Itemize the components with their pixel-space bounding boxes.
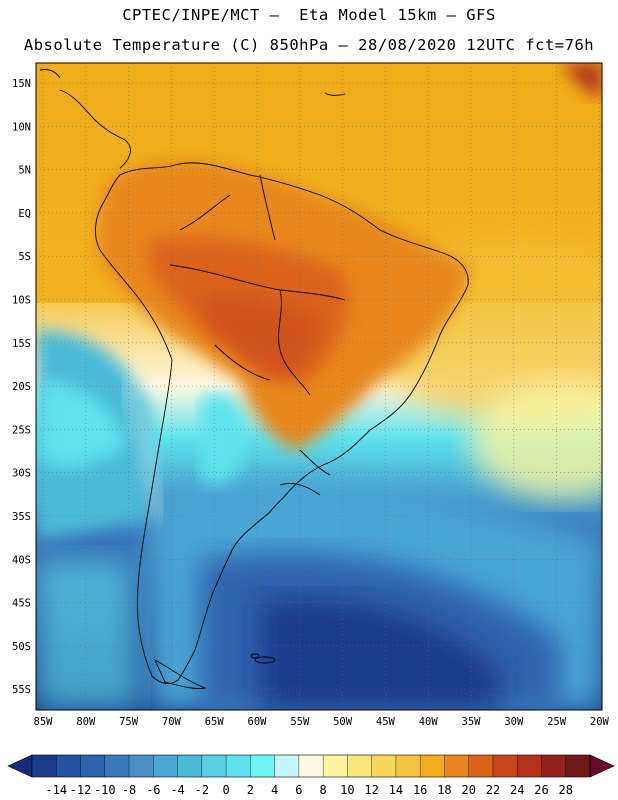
- longitude-label: 85W: [34, 716, 54, 728]
- latitude-label: 20S: [12, 381, 31, 393]
- colorbar-tick-label: 24: [510, 783, 524, 797]
- latitude-label: 25S: [12, 424, 31, 436]
- colorbar-tick-label: 4: [271, 783, 278, 797]
- colorbar-swatch: [177, 755, 203, 777]
- colorbar-swatch: [420, 755, 445, 777]
- colorbar-swatch: [444, 755, 469, 777]
- map-title-line-1: CPTEC/INPE/MCT – Eta Model 15km – GFS: [122, 6, 496, 24]
- colorbar-tick-label: -4: [170, 783, 184, 797]
- colorbar-swatch: [468, 755, 494, 777]
- longitude-label: 40W: [419, 716, 439, 728]
- latitude-label: 5S: [18, 251, 31, 263]
- colorbar-tick-label: -8: [122, 783, 136, 797]
- colorbar-tick-label: 6: [295, 783, 302, 797]
- longitude-label: 55W: [290, 716, 310, 728]
- latitude-labels: 15N 10N 5N EQ 5S 10S 15S 20S 25S 30S 35S 40S 45S 50S 5…: [12, 78, 31, 696]
- colorbar-tick-label: 0: [222, 783, 229, 797]
- colorbar-swatch: [347, 755, 372, 777]
- longitude-label: 75W: [119, 716, 139, 728]
- colorbar-tick-label: 8: [320, 783, 327, 797]
- colorbar-swatch: [517, 755, 542, 777]
- colorbar: [7, 754, 615, 778]
- longitude-label: 50W: [333, 716, 353, 728]
- longitude-label: 45W: [376, 716, 396, 728]
- colorbar-swatch: [371, 755, 397, 777]
- colorbar-swatch: [32, 755, 57, 777]
- latitude-label: EQ: [18, 208, 31, 220]
- colorbar-swatch: [153, 755, 178, 777]
- map-title-line-2: Absolute Temperature (C) 850hPa – 28/08/…: [23, 36, 595, 54]
- longitude-label: 25W: [547, 716, 567, 728]
- colorbar-swatch: [492, 755, 518, 777]
- coastline: [39, 69, 469, 689]
- colorbar-tick-label: 16: [413, 783, 427, 797]
- map-frame: [35, 62, 603, 711]
- colorbar-swatch: [395, 755, 421, 777]
- colorbar-swatch: [250, 755, 275, 777]
- colorbar-swatch: [541, 755, 567, 777]
- colorbar-swatch: [565, 755, 591, 777]
- colorbar-over-arrow: [589, 754, 615, 778]
- longitude-label: 35W: [462, 716, 482, 728]
- latitude-label: 15S: [12, 338, 31, 350]
- longitude-label: 65W: [205, 716, 225, 728]
- colorbar-tick-label: -10: [94, 783, 116, 797]
- latitude-label: 10N: [12, 121, 31, 133]
- colorbar-swatch: [56, 755, 81, 777]
- colorbar-tick-label: 18: [437, 783, 451, 797]
- latitude-label: 45S: [12, 598, 31, 610]
- colorbar-tick-label: -6: [146, 783, 160, 797]
- latitude-label: 55S: [12, 684, 31, 696]
- colorbar-swatch: [80, 755, 106, 777]
- longitude-label: 80W: [76, 716, 96, 728]
- colorbar-tick-label: 22: [486, 783, 500, 797]
- latitude-label: 40S: [12, 554, 31, 566]
- colorbar-swatch: [129, 755, 154, 777]
- longitude-label: 70W: [162, 716, 182, 728]
- colorbar-tick-label: 20: [461, 783, 475, 797]
- latitude-label: 30S: [12, 468, 31, 480]
- latitude-label: 5N: [18, 165, 31, 177]
- longitude-label: 30W: [504, 716, 524, 728]
- colorbar-swatch: [298, 755, 324, 777]
- latitude-label: 35S: [12, 511, 31, 523]
- latitude-label: 15N: [12, 78, 31, 90]
- colorbar-tick-label: -2: [195, 783, 209, 797]
- colorbar-tick-label: -12: [70, 783, 92, 797]
- colorbar-swatch: [274, 755, 300, 777]
- colorbar-tick-label: 10: [340, 783, 354, 797]
- latitude-label: 50S: [12, 641, 31, 653]
- colorbar-swatch: [226, 755, 251, 777]
- colorbar-tick-label: 2: [247, 783, 254, 797]
- colorbar-under-arrow: [7, 754, 33, 778]
- colorbar-tick-label: 12: [364, 783, 378, 797]
- colorbar-tick-label: 14: [389, 783, 403, 797]
- longitude-label: 20W: [590, 716, 610, 728]
- colorbar-swatch: [104, 755, 130, 777]
- longitude-labels: 85W 80W 75W 70W 65W 60W 55W 50W 45W 40W 35W 30W 25W 2…: [34, 716, 610, 728]
- latitude-label: 10S: [12, 295, 31, 307]
- colorbar-labels: -14 -12 -10 -8 -6 -4 -2 0 2 4 6 8 10 12 14 16 18 20 22 24 26…: [45, 783, 573, 797]
- colorbar-tick-label: -14: [45, 783, 67, 797]
- longitude-label: 60W: [248, 716, 268, 728]
- colorbar-tick-label: 26: [534, 783, 548, 797]
- map-field: [36, 63, 602, 710]
- colorbar-swatch: [201, 755, 227, 777]
- colorbar-tick-label: 28: [559, 783, 573, 797]
- colorbar-swatch: [323, 755, 348, 777]
